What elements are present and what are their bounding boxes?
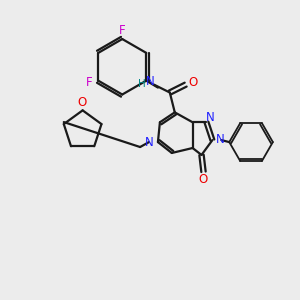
Text: O: O xyxy=(199,173,208,186)
Text: O: O xyxy=(188,76,197,89)
Text: N: N xyxy=(146,75,154,88)
Text: N: N xyxy=(145,136,153,148)
Text: N: N xyxy=(216,133,225,146)
Text: F: F xyxy=(86,76,93,89)
Text: N: N xyxy=(206,111,215,124)
Text: F: F xyxy=(119,24,126,37)
Text: H: H xyxy=(138,79,146,88)
Text: O: O xyxy=(77,96,86,109)
